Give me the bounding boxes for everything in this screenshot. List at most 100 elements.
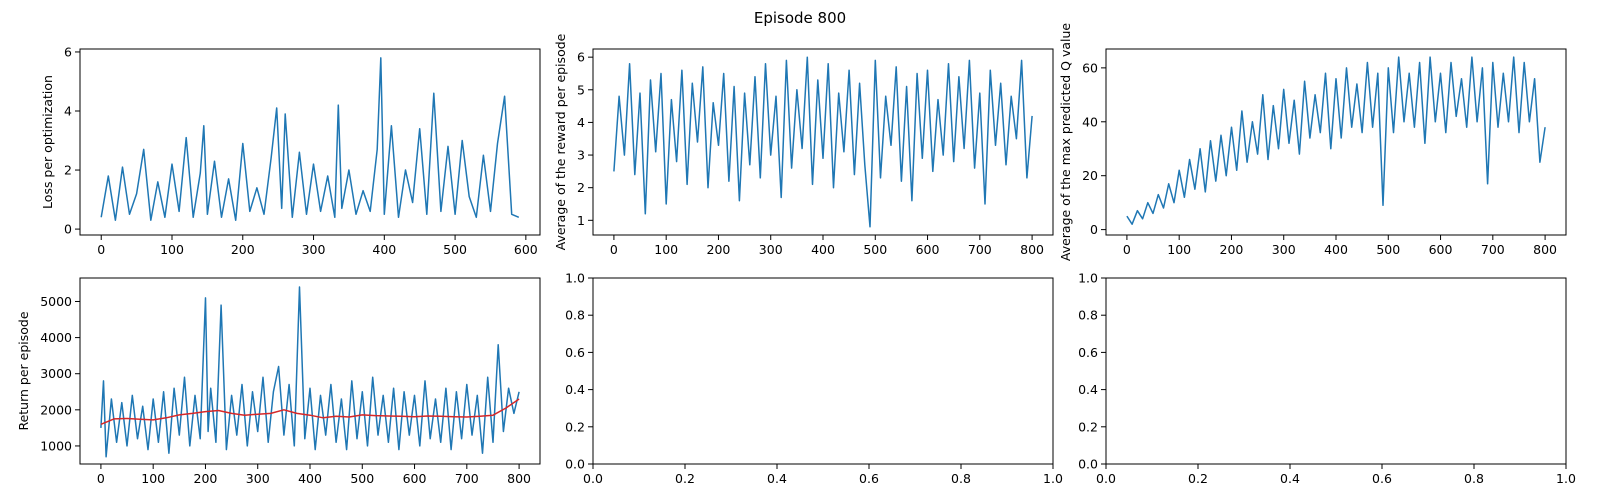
y-tick-label-avg-reward: 5 bbox=[577, 82, 585, 97]
x-tick-label-return: 100 bbox=[141, 471, 165, 486]
chart-empty-1: 0.0 0.2 0.4 0.6 0.8 1.0 0.0 0.2 0.4 0.6 0.8 1.0 bbox=[565, 271, 1063, 487]
series-line-return-0 bbox=[100, 286, 520, 458]
y-axis-label-loss: Loss per optimization bbox=[40, 75, 55, 209]
y-tick-label-return: 2000 bbox=[40, 402, 72, 417]
x-tick-label-avg-reward: 300 bbox=[759, 242, 783, 257]
x-tick-label-loss: 500 bbox=[443, 242, 467, 257]
y-tick-label-avg-reward: 2 bbox=[577, 180, 585, 195]
x-tick-label-avg-reward: 500 bbox=[863, 242, 887, 257]
y-tick-label-loss: 0 bbox=[64, 222, 72, 237]
x-tick-label-max-q: 0 bbox=[1123, 242, 1131, 257]
y-tick-label-empty-1: 1.0 bbox=[565, 271, 585, 286]
x-tick-label-max-q: 700 bbox=[1481, 242, 1505, 257]
y-tick-label-empty-1: 0.8 bbox=[565, 308, 585, 323]
y-tick-label-return: 3000 bbox=[40, 366, 72, 381]
x-tick-label-empty-2: 1.0 bbox=[1556, 471, 1576, 486]
y-tick-label-empty-2: 0.2 bbox=[1078, 419, 1098, 434]
series-line-max-q-0 bbox=[1126, 56, 1546, 225]
y-tick-label-max-q: 40 bbox=[1082, 114, 1098, 129]
y-tick-label-max-q: 0 bbox=[1090, 222, 1098, 237]
x-tick-label-max-q: 600 bbox=[1429, 242, 1453, 257]
x-tick-label-avg-reward: 800 bbox=[1020, 242, 1044, 257]
chart-max-q: 0 100 200 300 400 500 600 700 800 0 20 40 60 Average … bbox=[1058, 23, 1567, 262]
x-tick-label-return: 600 bbox=[403, 471, 427, 486]
x-tick-label-return: 400 bbox=[298, 471, 322, 486]
x-tick-label-avg-reward: 100 bbox=[654, 242, 678, 257]
x-tick-label-return: 300 bbox=[246, 471, 270, 486]
y-tick-label-empty-1: 0.0 bbox=[565, 457, 585, 472]
x-tick-label-return: 700 bbox=[455, 471, 479, 486]
x-tick-label-avg-reward: 700 bbox=[968, 242, 992, 257]
x-tick-label-return: 500 bbox=[350, 471, 374, 486]
x-tick-label-max-q: 400 bbox=[1324, 242, 1348, 257]
axes-frame-empty-1 bbox=[592, 277, 1054, 465]
x-tick-label-loss: 100 bbox=[160, 242, 184, 257]
x-tick-label-empty-1: 0.4 bbox=[767, 471, 787, 486]
series-line-avg-reward-0 bbox=[613, 56, 1033, 228]
x-tick-label-return: 0 bbox=[97, 471, 105, 486]
axes-frame-empty-2 bbox=[1105, 277, 1567, 465]
x-tick-label-return: 800 bbox=[507, 471, 531, 486]
x-tick-label-empty-2: 0.0 bbox=[1096, 471, 1116, 486]
y-tick-label-empty-2: 0.4 bbox=[1078, 382, 1098, 397]
axes-frame-loss bbox=[79, 48, 541, 236]
figure-suptitle: Episode 800 bbox=[754, 9, 846, 27]
y-axis-label-avg-reward: Average of the reward per episode bbox=[553, 33, 568, 250]
x-tick-label-avg-reward: 200 bbox=[707, 242, 731, 257]
x-tick-label-empty-2: 0.8 bbox=[1464, 471, 1484, 486]
x-tick-label-loss: 300 bbox=[302, 242, 326, 257]
x-tick-label-empty-2: 0.6 bbox=[1372, 471, 1392, 486]
y-tick-label-avg-reward: 3 bbox=[577, 148, 585, 163]
x-tick-label-max-q: 500 bbox=[1376, 242, 1400, 257]
y-tick-label-empty-2: 1.0 bbox=[1078, 271, 1098, 286]
x-tick-label-loss: 0 bbox=[97, 242, 105, 257]
y-tick-label-return: 5000 bbox=[40, 294, 72, 309]
chart-loss: 0 100 200 300 400 500 600 0 2 4 6 Loss per optimiza… bbox=[40, 44, 541, 257]
x-tick-label-return: 200 bbox=[194, 471, 218, 486]
x-tick-label-max-q: 800 bbox=[1533, 242, 1557, 257]
chart-avg-reward: 0 100 200 300 400 500 600 700 800 1 2 3 4 5 6 Average o… bbox=[553, 33, 1054, 257]
axes-frame-max-q bbox=[1105, 48, 1567, 236]
x-tick-label-loss: 400 bbox=[372, 242, 396, 257]
x-tick-label-empty-1: 1.0 bbox=[1043, 471, 1063, 486]
y-tick-label-empty-2: 0.8 bbox=[1078, 308, 1098, 323]
chart-return: 0 100 200 300 400 500 600 700 800 1000 2000 3000 400… bbox=[16, 277, 541, 486]
x-tick-label-empty-1: 0.8 bbox=[951, 471, 971, 486]
x-tick-label-empty-1: 0.0 bbox=[583, 471, 603, 486]
y-tick-label-loss: 6 bbox=[64, 44, 72, 59]
x-tick-label-avg-reward: 0 bbox=[610, 242, 618, 257]
x-tick-label-max-q: 100 bbox=[1167, 242, 1191, 257]
axes-frame-avg-reward bbox=[592, 48, 1054, 236]
y-tick-label-max-q: 20 bbox=[1082, 168, 1098, 183]
y-tick-label-max-q: 60 bbox=[1082, 60, 1098, 75]
y-axis-label-max-q: Average of the max predicted Q value bbox=[1058, 23, 1073, 262]
y-tick-label-return: 1000 bbox=[40, 438, 72, 453]
y-tick-label-empty-1: 0.2 bbox=[565, 419, 585, 434]
y-tick-label-empty-1: 0.4 bbox=[565, 382, 585, 397]
x-tick-label-empty-1: 0.6 bbox=[859, 471, 879, 486]
y-axis-label-return: Return per episode bbox=[16, 311, 31, 430]
x-tick-label-loss: 200 bbox=[231, 242, 255, 257]
x-tick-label-empty-2: 0.2 bbox=[1188, 471, 1208, 486]
y-tick-label-empty-1: 0.6 bbox=[565, 345, 585, 360]
x-tick-label-empty-1: 0.2 bbox=[675, 471, 695, 486]
y-tick-label-avg-reward: 6 bbox=[577, 50, 585, 65]
y-tick-label-loss: 2 bbox=[64, 163, 72, 178]
x-tick-label-avg-reward: 600 bbox=[916, 242, 940, 257]
chart-empty-2: 0.0 0.2 0.4 0.6 0.8 1.0 0.0 0.2 0.4 0.6 0.8 1.0 bbox=[1078, 271, 1576, 487]
x-tick-label-avg-reward: 400 bbox=[811, 242, 835, 257]
x-tick-label-max-q: 300 bbox=[1272, 242, 1296, 257]
y-tick-label-empty-2: 0.0 bbox=[1078, 457, 1098, 472]
y-tick-label-loss: 4 bbox=[64, 104, 72, 119]
y-tick-label-avg-reward: 1 bbox=[577, 213, 585, 228]
y-tick-label-avg-reward: 4 bbox=[577, 115, 585, 130]
x-tick-label-max-q: 200 bbox=[1220, 242, 1244, 257]
series-line-loss-0 bbox=[100, 57, 520, 221]
x-tick-label-loss: 600 bbox=[514, 242, 538, 257]
x-tick-label-empty-2: 0.4 bbox=[1280, 471, 1300, 486]
y-tick-label-empty-2: 0.6 bbox=[1078, 345, 1098, 360]
series-line-return-1 bbox=[100, 398, 520, 425]
y-tick-label-return: 4000 bbox=[40, 330, 72, 345]
